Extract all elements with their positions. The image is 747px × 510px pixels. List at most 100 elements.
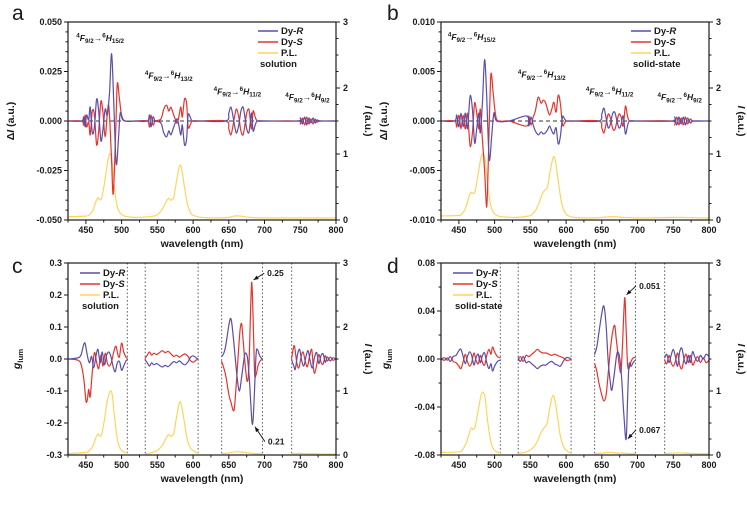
- svg-text:0: 0: [716, 450, 721, 460]
- y-axis-left: -0.050 -0.025 0.000 0.025 0.050 ΔI (a.u.): [5, 17, 68, 225]
- transition-label: 4F9/2→6H11/2: [586, 86, 634, 99]
- peak-annotation: 0.067: [627, 425, 661, 440]
- svg-text:550: 550: [523, 225, 538, 235]
- sample-state-label: solid-state: [455, 301, 503, 312]
- svg-text:-0.04: -0.04: [414, 402, 435, 412]
- dy_s-curve: [440, 72, 710, 208]
- svg-text:0: 0: [343, 215, 348, 225]
- svg-text:1: 1: [716, 149, 721, 159]
- y-axis-left: -0.3 -0.2 -0.1 0.0 0.1 0.2 0.3 glum: [11, 258, 68, 460]
- legend: Dy-RDy-SP.L.solid-state: [631, 26, 681, 70]
- x-axis-title: wavelength (nm): [533, 473, 617, 485]
- legend-item-label: Dy-R: [281, 26, 303, 37]
- svg-text:0.08: 0.08: [417, 258, 435, 268]
- x-axis: 450 500 550 600 650 700 750 800 wavelength (nm): [440, 455, 717, 485]
- svg-text:0.005: 0.005: [412, 67, 435, 77]
- dy_s-curve: [440, 297, 710, 402]
- svg-text:700: 700: [630, 460, 645, 470]
- svg-text:2: 2: [343, 83, 348, 93]
- sample-state-label: solid-state: [633, 59, 681, 70]
- panel-d: 450 500 550 600 650 700 750 800 wavelength (nm) -…: [380, 255, 747, 485]
- svg-text:0.025: 0.025: [39, 67, 62, 77]
- svg-text:550: 550: [150, 225, 165, 235]
- svg-text:650: 650: [221, 460, 236, 470]
- y-axis-left-title: ΔI (a.u.): [5, 102, 17, 140]
- svg-text:700: 700: [257, 225, 272, 235]
- legend-item-label: P.L.: [281, 48, 297, 59]
- y-axis-right: 0 1 2 3 I (a.u.): [336, 258, 373, 460]
- svg-text:0.010: 0.010: [412, 17, 435, 27]
- svg-text:650: 650: [221, 225, 236, 235]
- y-axis-right: 0 1 2 3 I (a.u.): [709, 258, 747, 460]
- svg-text:2: 2: [716, 322, 721, 332]
- svg-text:500: 500: [114, 460, 129, 470]
- legend-item-label: P.L.: [476, 290, 492, 301]
- svg-text:0.2: 0.2: [49, 290, 62, 300]
- y-axis-right: 0 1 2 3 I (a.u.): [336, 17, 373, 225]
- dy_r-curve: [67, 317, 337, 426]
- transition-label: 4F9/2→6H13/2: [518, 69, 566, 82]
- legend-item-label: P.L.: [103, 290, 119, 301]
- svg-text:800: 800: [328, 225, 343, 235]
- svg-text:750: 750: [666, 460, 681, 470]
- svg-text:650: 650: [594, 225, 609, 235]
- y-axis-left: -0.010 -0.005 0.000 0.005 0.010 ΔI (a.u.): [378, 17, 441, 225]
- svg-text:1: 1: [716, 386, 721, 396]
- legend-item-label: Dy-R: [476, 268, 498, 279]
- svg-text:0.04: 0.04: [417, 306, 435, 316]
- legend-item-label: Dy-R: [654, 26, 676, 37]
- peak-annotation: 0.25: [253, 268, 284, 281]
- sample-state-label: solution: [260, 59, 297, 70]
- svg-text:450: 450: [78, 225, 93, 235]
- dy_r-curve: [440, 58, 710, 162]
- svg-text:0.1: 0.1: [49, 322, 62, 332]
- x-axis: 450 500 550 600 650 700 750 800 wavelength (nm): [440, 220, 717, 250]
- x-axis-title: wavelength (nm): [160, 473, 244, 485]
- annotation-value: 0.21: [268, 437, 285, 447]
- panel-b: 450 500 550 600 650 700 750 800 wavelength (nm) -…: [378, 2, 747, 250]
- annotation-value: 0.25: [267, 268, 284, 278]
- legend-item-label: Dy-S: [281, 37, 303, 48]
- y-axis-right-title: I (a.u.): [735, 106, 747, 137]
- svg-text:0.0: 0.0: [49, 354, 62, 364]
- svg-text:0.050: 0.050: [39, 17, 62, 27]
- svg-text:1: 1: [343, 386, 348, 396]
- panel-a: 450 500 550 600 650 700 750 800 wavelength (nm) -…: [5, 2, 373, 250]
- svg-text:3: 3: [343, 17, 348, 27]
- svg-text:450: 450: [78, 460, 93, 470]
- svg-text:550: 550: [523, 460, 538, 470]
- svg-text:2: 2: [716, 83, 721, 93]
- panel-letter: c: [12, 255, 23, 278]
- svg-text:500: 500: [114, 225, 129, 235]
- svg-text:0.00: 0.00: [417, 354, 435, 364]
- svg-text:800: 800: [328, 460, 343, 470]
- svg-text:700: 700: [630, 225, 645, 235]
- svg-text:-0.1: -0.1: [46, 386, 62, 396]
- svg-text:-0.010: -0.010: [409, 215, 435, 225]
- svg-text:700: 700: [257, 460, 272, 470]
- legend-item-label: Dy-R: [103, 268, 125, 279]
- svg-text:750: 750: [666, 225, 681, 235]
- svg-text:800: 800: [701, 460, 716, 470]
- transition-label: 4F9/2→6H13/2: [145, 70, 193, 83]
- peak-annotation: 0.21: [254, 426, 285, 447]
- transition-label: 4F9/2→6H15/2: [76, 33, 124, 46]
- dy_r-curve: [67, 53, 337, 166]
- svg-text:-0.2: -0.2: [46, 418, 62, 428]
- legend: Dy-RDy-SP.L.solid-state: [453, 268, 503, 312]
- svg-text:0.000: 0.000: [39, 116, 62, 126]
- svg-text:500: 500: [487, 460, 502, 470]
- annotation-value: 0.051: [639, 281, 661, 291]
- svg-text:2: 2: [343, 322, 348, 332]
- transition-label: 4F9/2→6H15/2: [448, 32, 496, 45]
- y-axis-right-title: I (a.u.): [362, 106, 373, 137]
- legend-item-label: Dy-S: [476, 279, 498, 290]
- svg-text:550: 550: [150, 460, 165, 470]
- svg-text:-0.050: -0.050: [36, 215, 62, 225]
- panel-c: 450 500 550 600 650 700 750 800 wavelength (nm) -…: [11, 255, 373, 485]
- svg-text:450: 450: [451, 225, 466, 235]
- svg-text:3: 3: [716, 17, 721, 27]
- transition-label: 4F9/2→6H9/2: [285, 92, 330, 105]
- x-axis: 450 500 550 600 650 700 750 800 wavelength (nm): [67, 220, 344, 250]
